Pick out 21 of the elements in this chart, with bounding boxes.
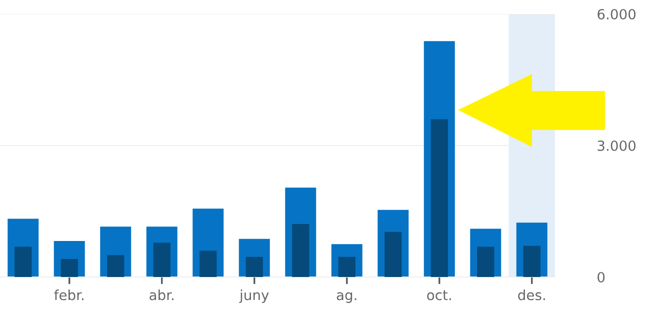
bar xyxy=(246,256,263,277)
bar xyxy=(153,242,170,277)
bar xyxy=(384,232,402,277)
bar xyxy=(14,246,32,277)
bar xyxy=(107,255,124,277)
x-tick-label: des. xyxy=(518,290,545,300)
bar xyxy=(338,256,356,277)
x-tick-label: febr. xyxy=(54,290,84,300)
y-tick-label: 6.000 xyxy=(598,8,636,20)
bar xyxy=(477,246,494,277)
bar xyxy=(523,246,540,277)
bar xyxy=(292,224,310,277)
bar xyxy=(200,250,217,277)
x-tick-label: juny xyxy=(239,290,269,303)
y-tick-label: 0 xyxy=(598,272,605,282)
y-tick-label: 3.000 xyxy=(598,140,636,151)
x-tick-label: oct. xyxy=(427,290,451,300)
bar xyxy=(60,259,78,277)
x-tick-label: abr. xyxy=(150,290,174,300)
x-tick-label: ag. xyxy=(336,292,356,303)
bar xyxy=(430,119,448,277)
